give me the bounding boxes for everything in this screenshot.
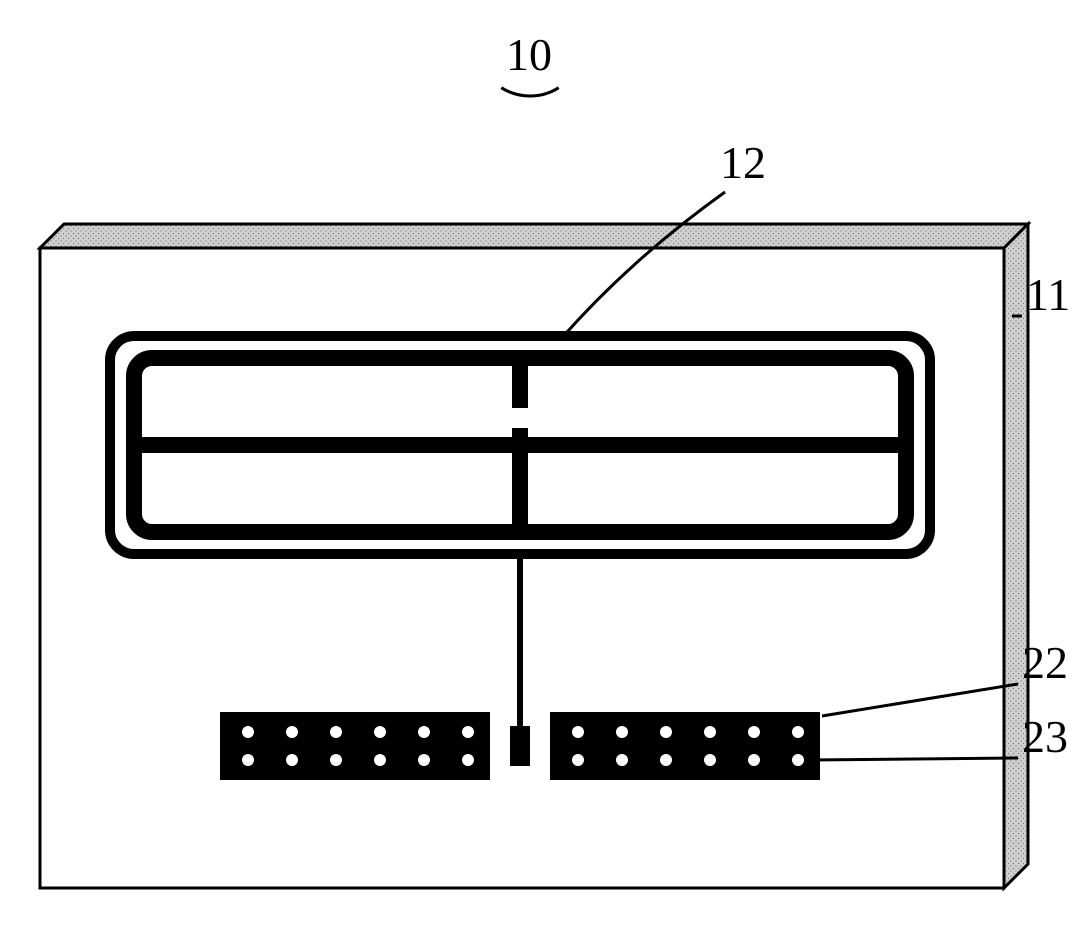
antenna-center-gap — [508, 408, 532, 428]
label-ground-patch: 22 — [1022, 637, 1068, 688]
ground-patch-left — [220, 712, 490, 780]
label-antenna: 12 — [720, 137, 766, 188]
ground-patch-right — [550, 712, 820, 780]
label-figure-number: 10 — [506, 29, 552, 80]
substrate-right-face — [1004, 224, 1028, 888]
label-ground-hole: 23 — [1022, 711, 1068, 762]
substrate-top-face — [40, 224, 1028, 248]
label-figure-number-underline-arc — [501, 88, 558, 96]
label-substrate: 11 — [1026, 269, 1070, 320]
antenna-feed-pad — [510, 726, 530, 766]
leader-ground-hole — [810, 758, 1018, 760]
